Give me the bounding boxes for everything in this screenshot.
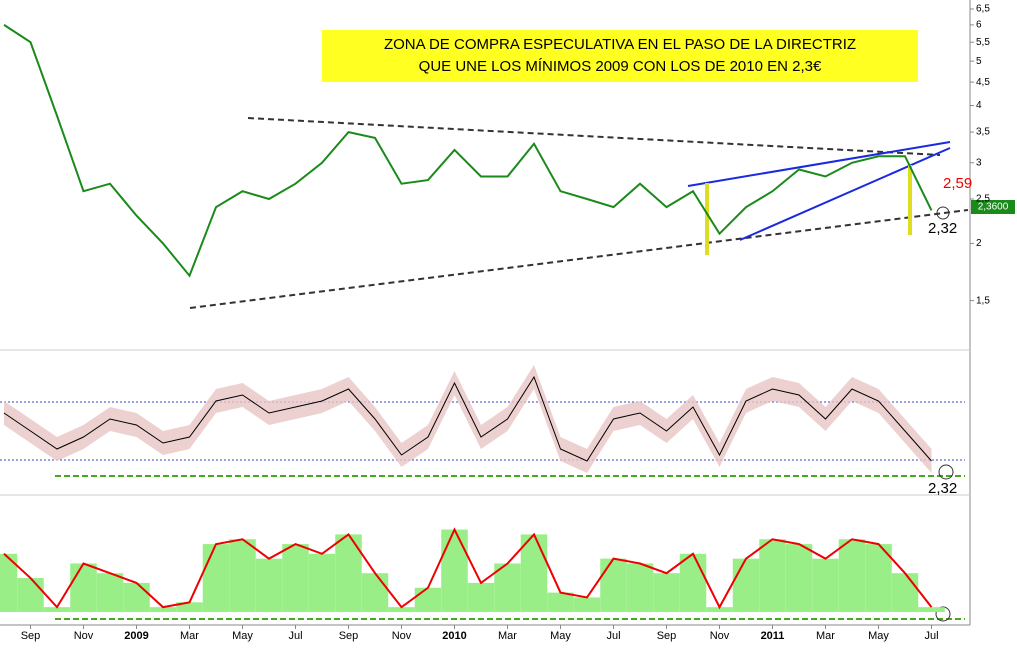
y-tick-label: 6,5 [976,4,990,15]
x-tick-label: May [550,630,571,642]
x-tick-label: Sep [657,630,677,642]
y-tick-label: 5,5 [976,37,990,48]
bar [626,563,654,612]
x-tick-label: 2009 [124,630,148,642]
x-tick-label: Mar [816,630,835,642]
marker-circle [936,206,950,220]
x-tick-label: Nov [74,630,94,642]
bar [17,578,44,612]
y-tick-label: 4,5 [976,77,990,88]
x-tick-label: Mar [498,630,517,642]
bar [759,539,786,612]
bar [547,592,574,612]
x-tick-label: Jul [924,630,938,642]
bar [0,553,18,612]
bar [123,582,150,612]
bar [229,539,256,612]
marker-circle [938,464,954,480]
bar [653,573,680,612]
bar [494,563,521,612]
y-tick-label: 5 [976,56,982,67]
bar [308,553,336,612]
bar [706,607,733,612]
bar [812,558,839,612]
y-tick-label: 4 [976,100,982,111]
x-tick-label: Nov [710,630,730,642]
bar [282,544,309,612]
series-line [3,527,933,610]
bar [335,534,362,612]
x-tick-label: 2010 [442,630,466,642]
bar [176,602,203,612]
y-tick-label: 3 [976,157,982,168]
bar [441,529,468,612]
bar [149,607,177,612]
annotation: 2,32 [928,220,957,237]
bar [600,558,627,612]
bar [96,573,124,612]
x-tick-label: Nov [392,630,412,642]
title-line: QUE UNE LOS MÍNIMOS 2009 CON LOS DE 2010… [419,58,822,75]
bar [255,558,283,612]
band [4,365,932,473]
y-tick-label: 1,5 [976,295,990,306]
channel-line [739,147,951,241]
annotation: 2,59 [943,175,972,192]
bar [361,573,389,612]
bar [732,558,760,612]
y-tick-label: 2,5 [976,194,990,205]
price-box [971,200,1015,214]
channel-line [687,141,951,187]
bar [43,607,71,612]
y-tick-label: 6 [976,20,982,31]
y-tick-label: 3,5 [976,127,990,138]
x-tick-label: Sep [21,630,41,642]
bar [918,607,945,612]
x-tick-label: Jul [606,630,620,642]
series-line [3,375,932,462]
trend-line [247,117,941,156]
bar [838,539,866,612]
bar [202,544,230,612]
bar [679,553,707,612]
price-label: 2,3600 [978,202,1009,213]
marker-circle [935,606,951,622]
bar [573,597,601,612]
series-line [3,24,933,278]
y-tick-label: 2 [976,238,982,249]
bar [467,582,495,612]
bar [520,534,548,612]
trend-line [189,209,969,309]
bar [388,607,415,612]
annotation: 2,32 [928,480,957,497]
x-tick-label: May [232,630,253,642]
title-line: ZONA DE COMPRA ESPECULATIVA EN EL PASO D… [384,36,856,53]
bar [891,573,919,612]
x-tick-label: Jul [288,630,302,642]
x-tick-label: Mar [180,630,199,642]
bar [785,544,813,612]
bar [70,563,97,612]
x-tick-label: Sep [339,630,359,642]
bar [414,587,442,612]
x-tick-label: May [868,630,889,642]
bar [865,544,892,612]
title-box [322,30,918,82]
x-tick-label: 2011 [761,630,785,642]
